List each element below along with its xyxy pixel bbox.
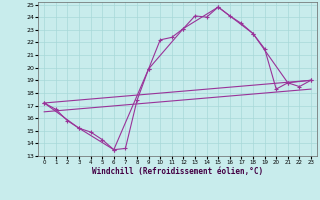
- X-axis label: Windchill (Refroidissement éolien,°C): Windchill (Refroidissement éolien,°C): [92, 167, 263, 176]
